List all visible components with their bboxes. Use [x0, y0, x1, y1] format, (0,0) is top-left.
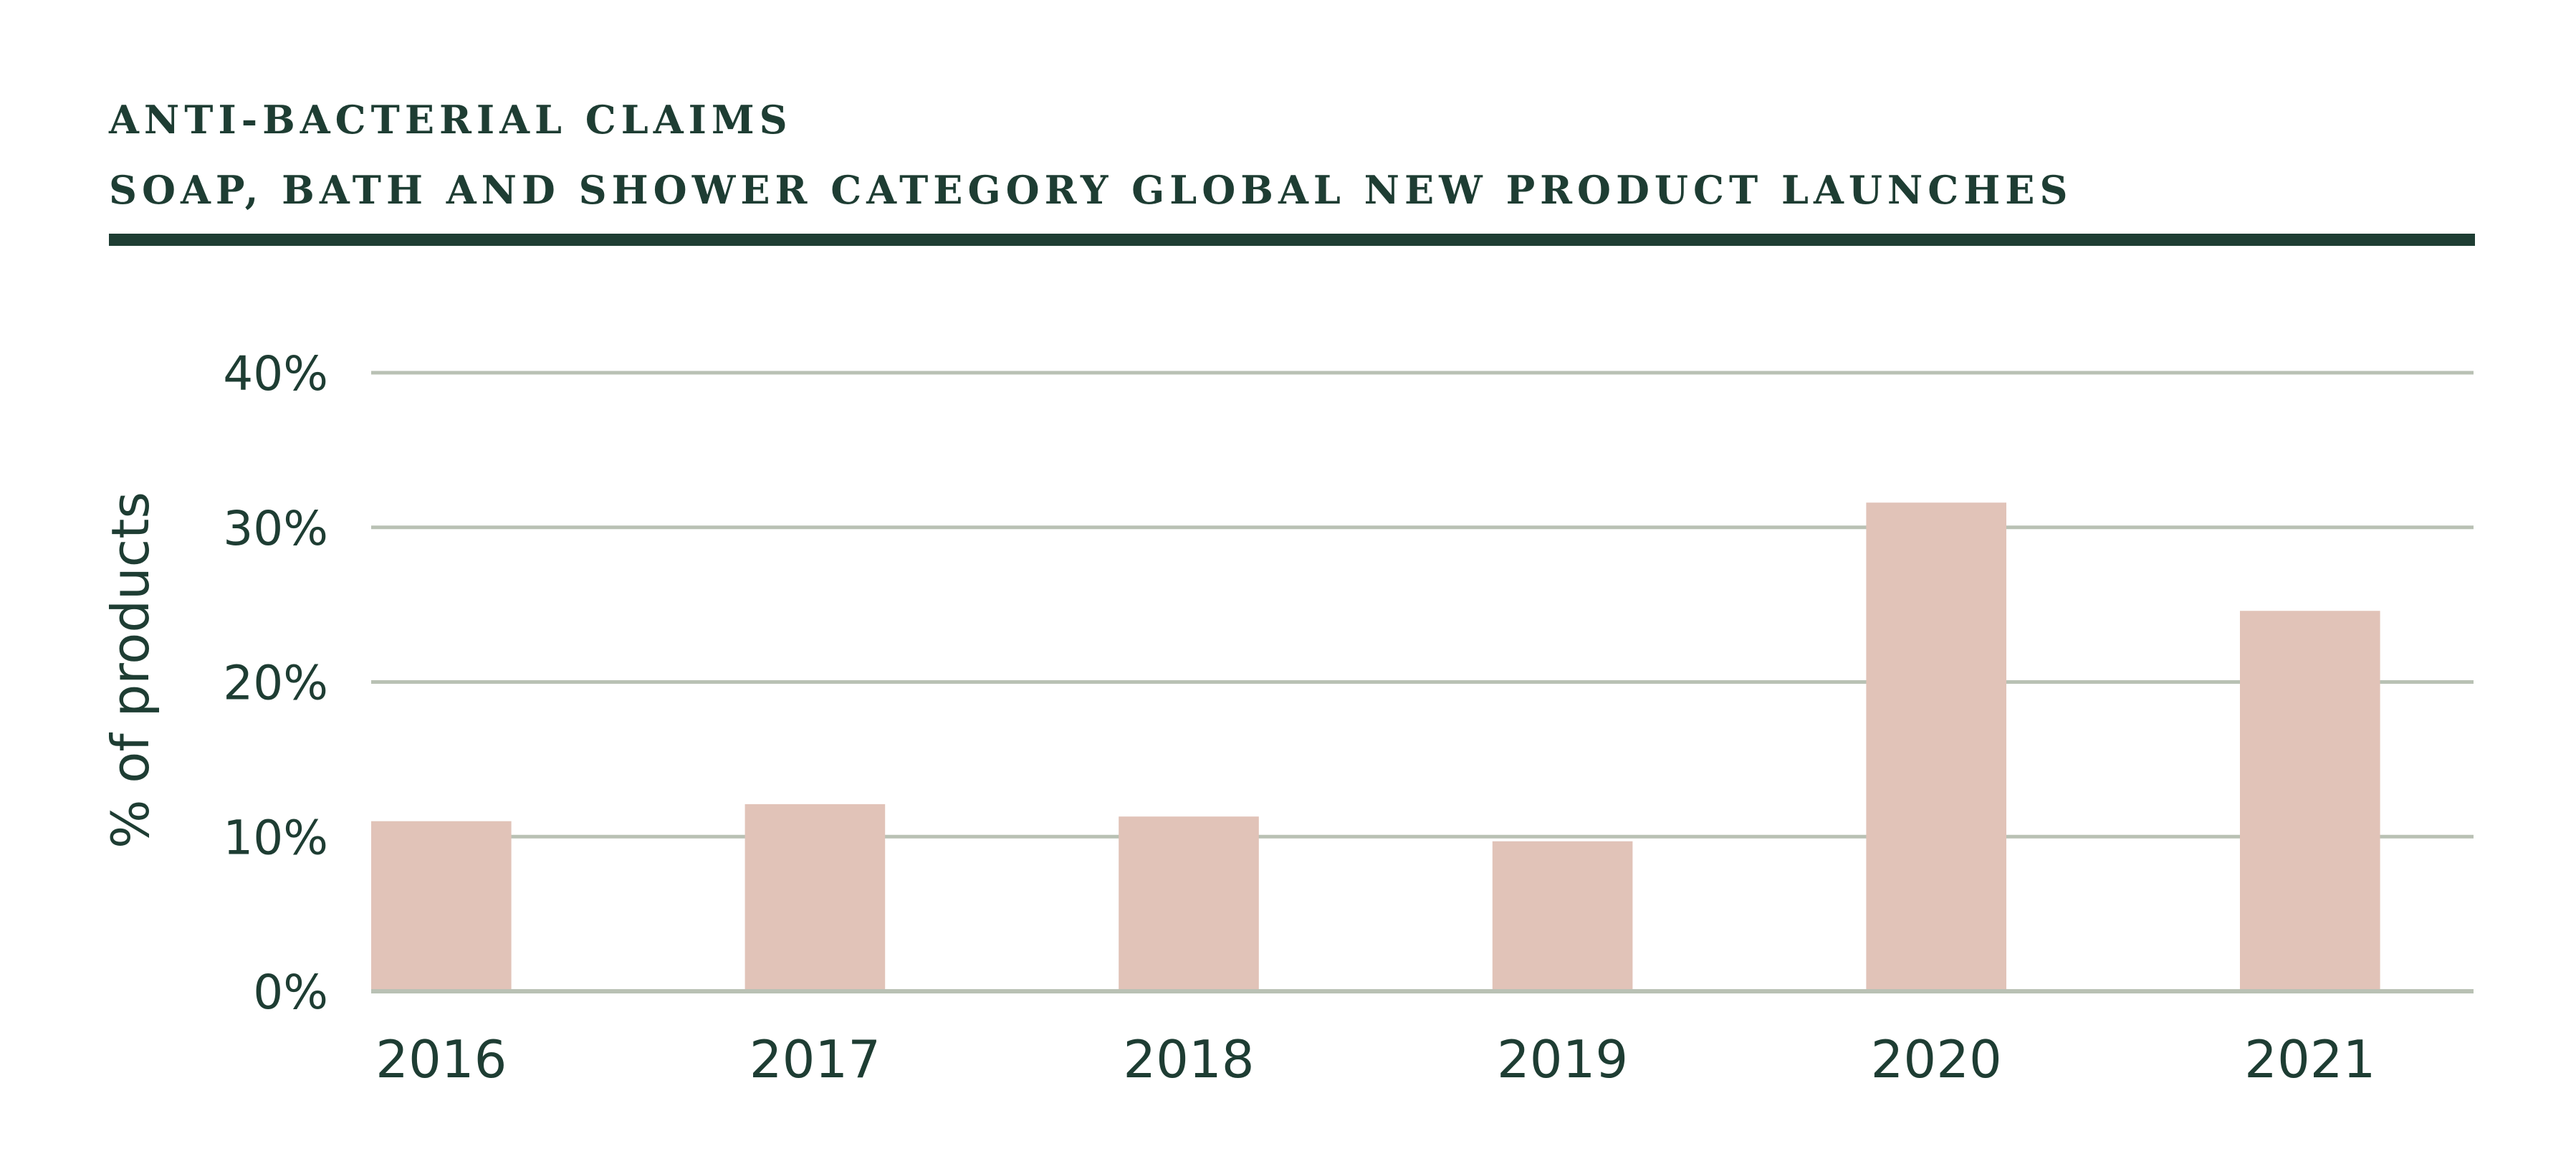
x-tick-label: 2016 — [375, 1029, 507, 1089]
x-tick-label: 2017 — [750, 1029, 881, 1089]
y-tick-label: 0% — [253, 965, 328, 1020]
axis-labels: 0% 10% 20% 30% 40% 2016 2017 2018 2019 2020 2021 % … — [100, 346, 2375, 1089]
bars — [371, 502, 2380, 991]
x-tick-label: 2018 — [1123, 1029, 1254, 1089]
y-tick-label: 40% — [223, 346, 328, 401]
bar-2021 — [2240, 611, 2380, 991]
x-tick-label: 2019 — [1497, 1029, 1628, 1089]
x-tick-label: 2021 — [2244, 1029, 2375, 1089]
y-axis-title: % of products — [100, 492, 161, 849]
chart-subtitle: SOAP, BATH AND SHOWER CATEGORY GLOBAL NE… — [109, 167, 2073, 213]
bar-2016 — [371, 821, 512, 991]
header-divider — [109, 234, 2475, 246]
x-tick-label: 2020 — [1871, 1029, 2002, 1089]
y-tick-label: 10% — [223, 810, 328, 865]
y-tick-label: 30% — [223, 501, 328, 556]
bar-2019 — [1492, 841, 1633, 991]
chart-title: ANTI-BACTERIAL CLAIMS — [109, 97, 793, 143]
gridlines — [371, 371, 2474, 839]
y-tick-label: 20% — [223, 656, 328, 711]
bar-2020 — [1866, 502, 2006, 991]
chart-header: ANTI-BACTERIAL CLAIMS SOAP, BATH AND SHO… — [109, 85, 2474, 225]
bar-2018 — [1119, 816, 1259, 991]
bar-2017 — [744, 803, 886, 991]
